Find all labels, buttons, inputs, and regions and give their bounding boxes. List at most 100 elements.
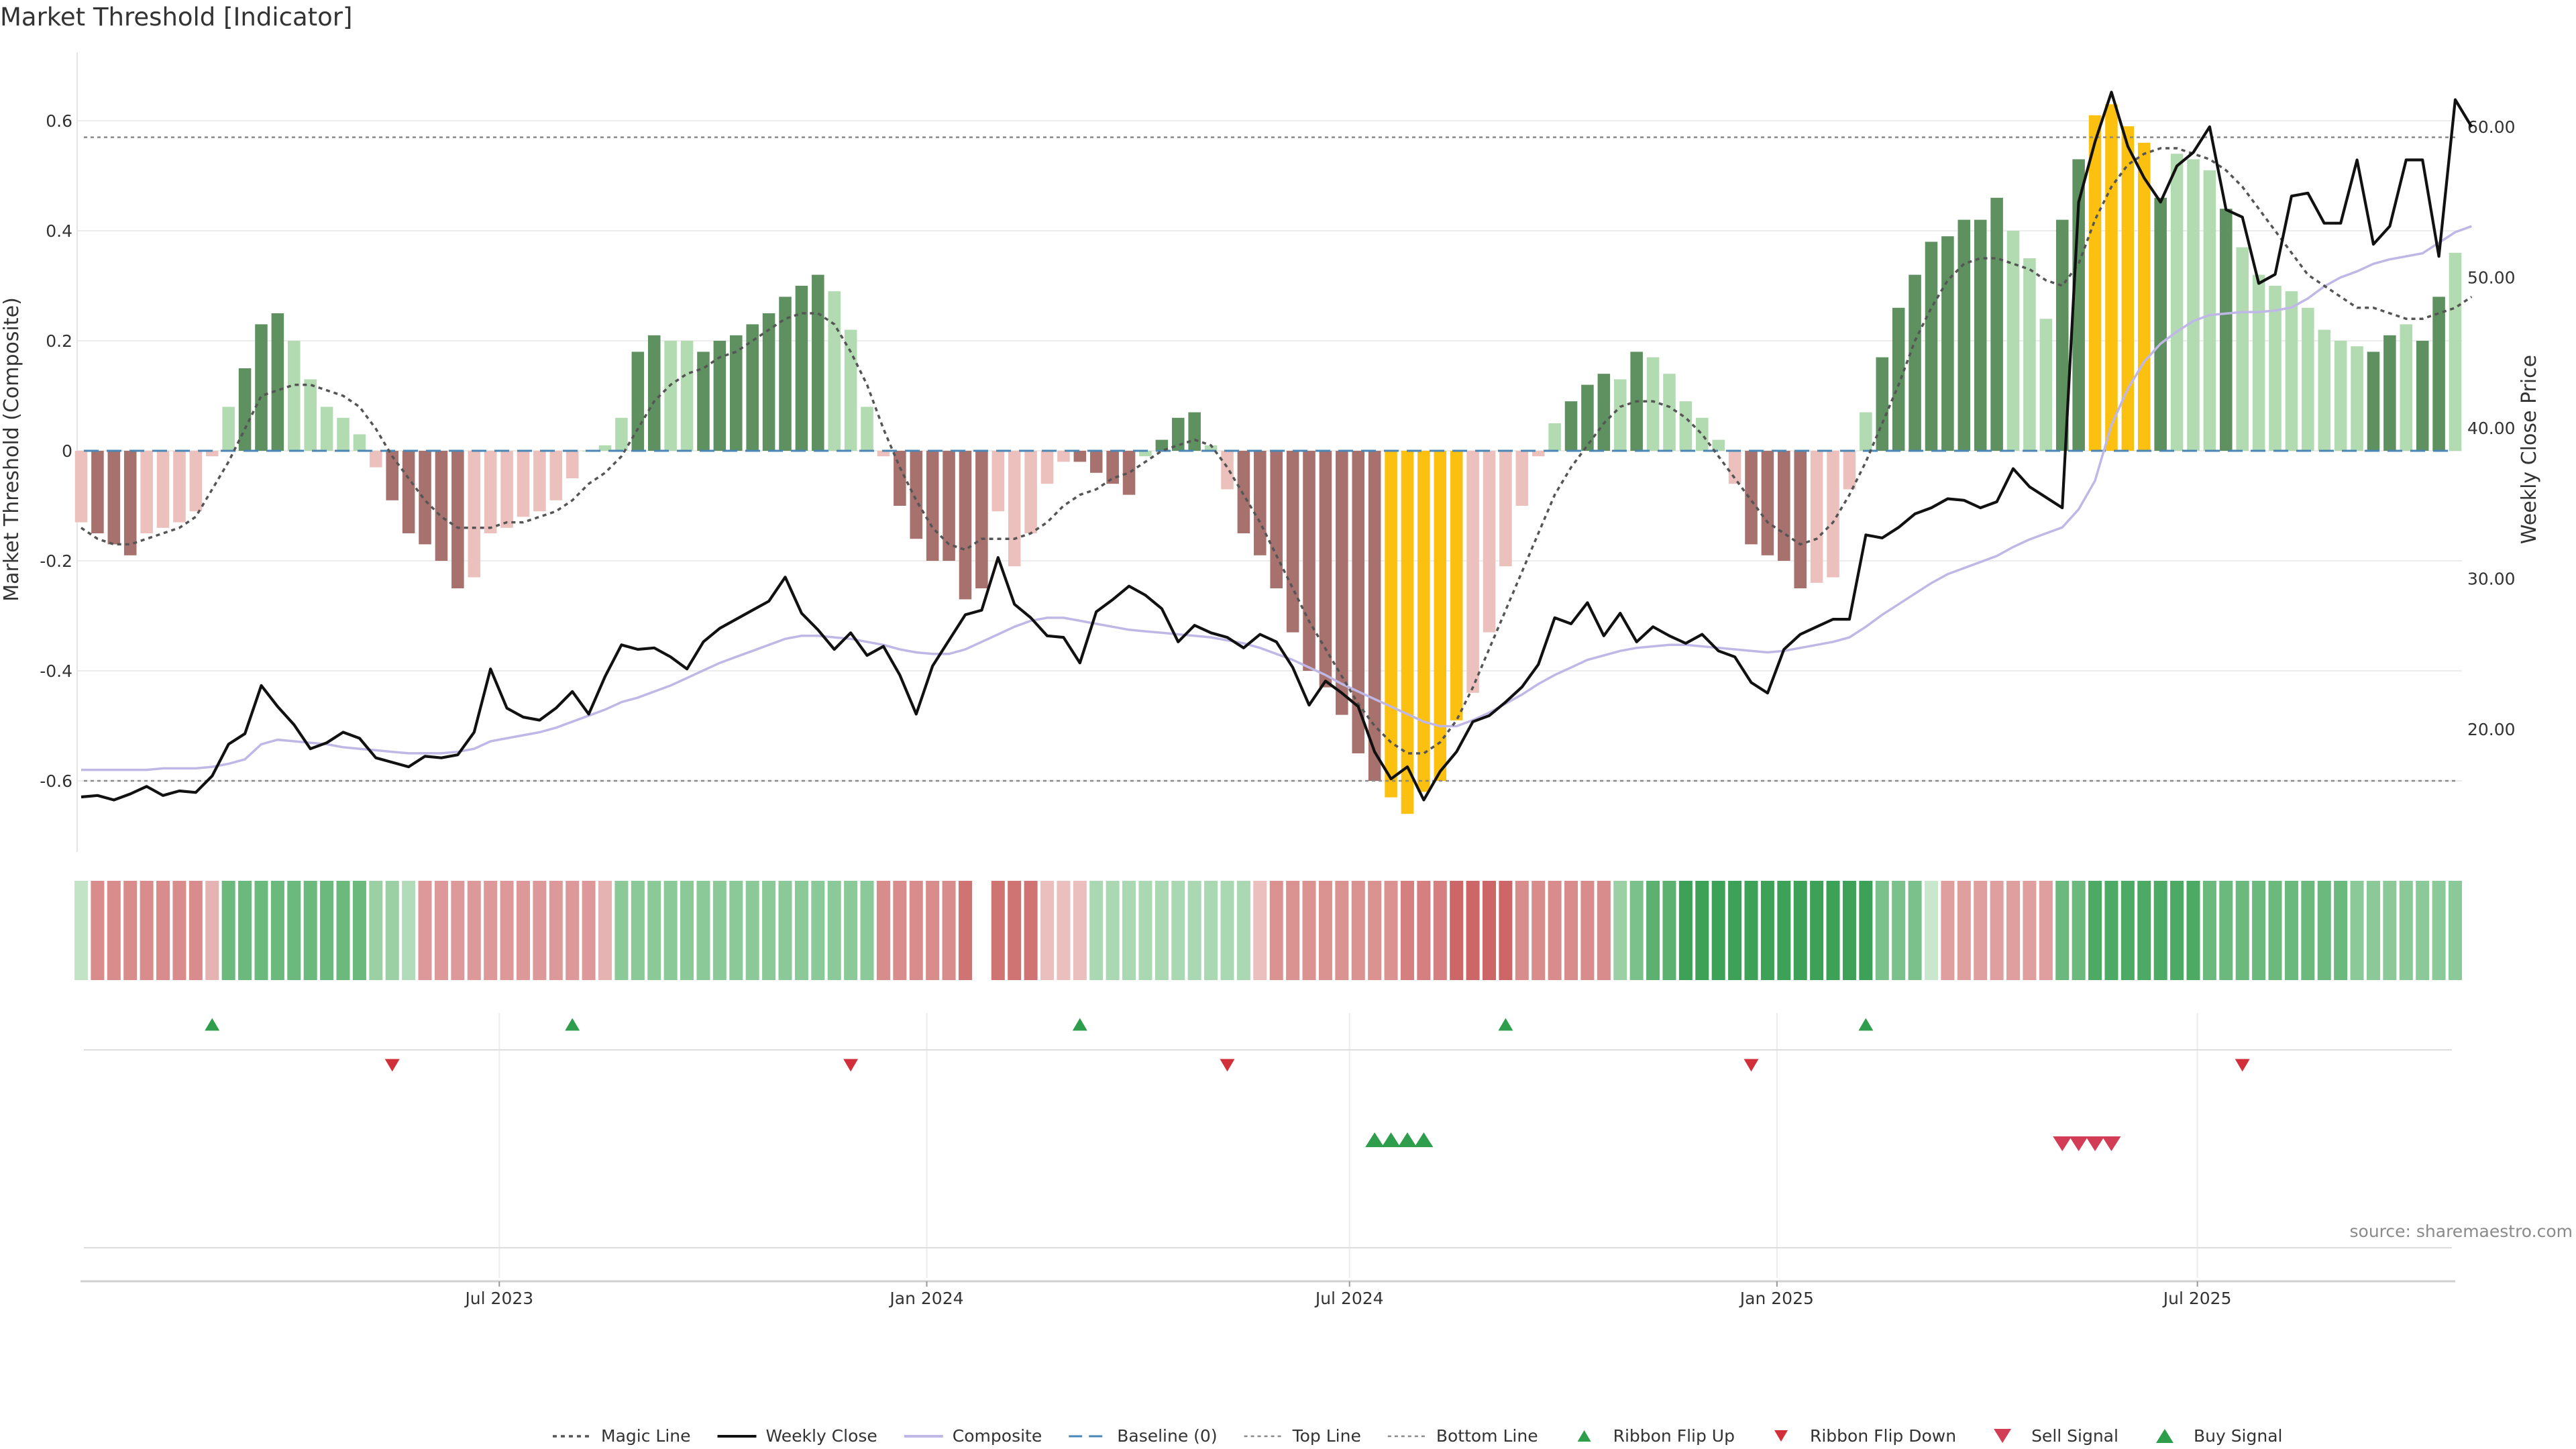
composite-bar	[1155, 439, 1169, 451]
ribbon-cell	[745, 881, 759, 980]
composite-bar	[1860, 412, 1872, 451]
ribbon-cell	[2268, 881, 2282, 980]
legend-item: Ribbon Flip Down	[1774, 1426, 1956, 1446]
ribbon-cell	[1466, 881, 1480, 980]
ribbon-cell	[1286, 881, 1300, 980]
ribbon-cell	[2416, 881, 2430, 980]
composite-bar	[1254, 451, 1267, 555]
ribbon-flip-down-marker	[843, 1059, 859, 1072]
ribbon-cell	[1646, 881, 1660, 980]
right-tick-label: 20.00	[2467, 720, 2516, 739]
composite-bar	[2252, 274, 2265, 451]
composite-bar	[173, 451, 186, 523]
composite-bar	[844, 329, 857, 451]
flip-down-swatch	[1774, 1430, 1788, 1442]
ribbon-cell	[1842, 881, 1856, 980]
legend-item: Top Line	[1244, 1426, 1361, 1446]
ribbon-cell	[1892, 881, 1906, 980]
composite-bar	[1417, 451, 1430, 792]
composite-bar	[1613, 379, 1627, 451]
ribbon-cell	[1760, 881, 1774, 980]
composite-bar	[598, 445, 612, 451]
ribbon-cell	[2284, 881, 2298, 980]
x-tick-label: Jul 2023	[464, 1289, 533, 1308]
composite-bar	[943, 451, 955, 561]
weekly-close-line	[80, 91, 2473, 802]
ribbon-cell	[1122, 881, 1136, 980]
ribbon-cell	[352, 881, 366, 980]
legend-label: Magic Line	[601, 1426, 691, 1446]
composite-bar	[2416, 341, 2429, 451]
composite-bar	[2285, 291, 2298, 451]
ribbon-cell	[1204, 881, 1218, 980]
buy-signal-marker	[1414, 1132, 1434, 1147]
ribbon-cell	[1515, 881, 1529, 980]
composite-bar	[1843, 451, 1856, 490]
ribbon-cell	[2202, 881, 2216, 980]
ribbon-cell	[270, 881, 284, 980]
composite-bar	[779, 297, 792, 451]
ribbon-cell	[876, 881, 890, 980]
ribbon-cell	[303, 881, 317, 980]
ribbon-cell	[1187, 881, 1201, 980]
ribbon-flip-up-marker	[565, 1018, 580, 1031]
ribbon-cell	[1400, 881, 1414, 980]
ribbon-cell	[582, 881, 596, 980]
composite-bar	[1221, 451, 1234, 490]
composite-bar	[1483, 451, 1496, 633]
ribbon-cell	[1302, 881, 1316, 980]
ribbon-cell	[221, 881, 235, 980]
composite-bar	[386, 451, 399, 500]
ribbon-cell	[1532, 881, 1546, 980]
composite-bar	[2220, 209, 2233, 451]
composite-bar	[2088, 115, 2102, 451]
ribbon-cell	[1728, 881, 1742, 980]
composite-bar	[713, 341, 727, 451]
legend-item: Bottom Line	[1387, 1426, 1538, 1446]
composite-bar	[549, 451, 563, 500]
ribbon-cell	[2006, 881, 2021, 980]
ribbon-cell	[2137, 881, 2151, 980]
ribbon-cell	[369, 881, 383, 980]
time-axis: Jul 2023 Jan 2024 Jul 2024 Jan 2025 Jul 2025	[464, 1281, 2231, 1308]
composite-bar	[1106, 451, 1119, 484]
ribbon-cell	[2366, 881, 2380, 980]
composite-bar	[1745, 451, 1758, 545]
composite-bar	[419, 451, 431, 545]
buy-signal-marker	[1381, 1132, 1401, 1147]
composite-bar	[910, 451, 923, 539]
composite-bar	[2449, 252, 2462, 451]
composite-bar	[2367, 352, 2380, 451]
composite-bar	[730, 335, 743, 451]
left-tick-label: -0.2	[40, 551, 72, 571]
composite-bar	[107, 451, 121, 545]
ribbon-cell	[909, 881, 923, 980]
ribbon-flip-up-marker	[1072, 1018, 1087, 1031]
composite-bar	[2400, 324, 2413, 451]
chart-title: Market Threshold [Indicator]	[0, 3, 352, 32]
source-note: source: sharemaestro.com	[2350, 1222, 2573, 1241]
ribbon-cell	[1499, 881, 1513, 980]
ribbon-cell	[2334, 881, 2348, 980]
ribbon-cell	[549, 881, 563, 980]
composite-bar	[1597, 374, 1611, 451]
ribbon-flip-down-marker	[2235, 1059, 2250, 1072]
ribbon-cell	[696, 881, 710, 980]
ribbon-flip-down-marker	[1743, 1059, 1759, 1072]
ribbon-cell	[631, 881, 645, 980]
legend-item: Composite	[904, 1426, 1042, 1446]
ribbon-cell	[958, 881, 972, 980]
composite-bar	[2055, 219, 2069, 451]
composite-bar	[1466, 451, 1479, 693]
x-tick-label: Jul 2025	[2162, 1289, 2232, 1308]
composite-bar	[2072, 159, 2085, 451]
ribbon-cell	[2399, 881, 2413, 980]
composite-bar	[795, 286, 808, 451]
left-tick-label: 0	[62, 441, 72, 461]
ribbon-cell	[1548, 881, 1562, 980]
ribbon-cell	[2088, 881, 2102, 980]
ribbon-cell	[1875, 881, 1889, 980]
right-tick-label: 40.00	[2467, 419, 2516, 438]
composite-bar	[615, 417, 628, 451]
ribbon-cell	[1073, 881, 1087, 980]
